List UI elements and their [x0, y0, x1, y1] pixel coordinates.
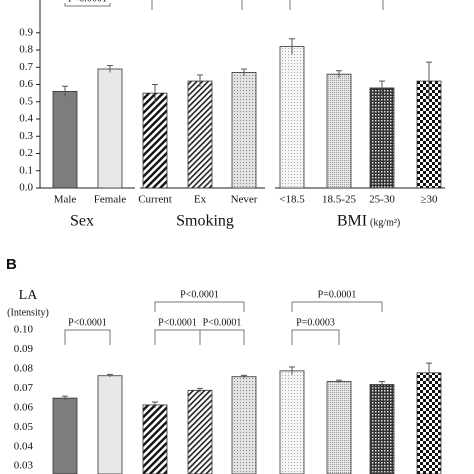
bar: [97, 375, 123, 474]
bar: [369, 384, 395, 474]
significance-bracket: [154, 301, 245, 312]
y-tick-label: 0.5: [19, 95, 33, 107]
significance-bracket: [291, 329, 340, 345]
significance-bracket: [64, 3, 111, 7]
significance-bracket: [154, 329, 201, 345]
y-tick-label: 0.8: [19, 44, 33, 56]
bar: [52, 397, 78, 474]
bar: [97, 68, 123, 189]
group-label: BMI: [337, 213, 367, 230]
p-value: P<0.0001: [180, 289, 219, 300]
bar: [279, 370, 305, 474]
significance-bracket: [291, 301, 383, 312]
p-value: P<0.0001: [203, 317, 242, 328]
y-tick-label: 0.05: [14, 421, 34, 433]
x-tick-label: ≥30: [420, 194, 438, 206]
y-tick-label: 0.4: [19, 113, 33, 125]
bar: [142, 404, 168, 474]
bar: [142, 92, 168, 189]
y-tick-label: 0.3: [19, 130, 33, 142]
x-tick-label: Never: [231, 194, 258, 206]
x-tick-label: 25-30: [369, 194, 395, 206]
y-tick-label: 0.9: [19, 26, 33, 38]
significance-bracket: [64, 329, 111, 345]
y-tick-label: 0.09: [14, 343, 34, 355]
bar: [416, 372, 442, 474]
y-axis-unit: (Intensity): [7, 307, 49, 318]
y-tick-label: 0.06: [14, 401, 34, 413]
bar: [326, 381, 352, 474]
bar: [231, 72, 257, 189]
p-value: P<0.0001: [68, 0, 107, 4]
y-tick-label: 0.07: [14, 382, 34, 394]
x-tick-label: Ex: [194, 194, 207, 206]
panel-label: B: [6, 256, 17, 273]
panel-a-cut-brackets: [151, 0, 384, 10]
y-tick-label: 0.6: [19, 78, 33, 90]
y-tick-label: 0.10: [14, 324, 34, 336]
x-tick-label: Male: [54, 194, 77, 206]
y-tick-label: 0.2: [19, 147, 33, 159]
p-value: P=0.0001: [318, 289, 357, 300]
group-unit: (kg/m²): [370, 217, 400, 228]
p-value: P=0.0003: [296, 317, 335, 328]
bar: [326, 73, 352, 189]
x-tick-label: <18.5: [279, 194, 305, 206]
bar: [231, 376, 257, 474]
bar: [369, 87, 395, 189]
y-tick-label: 0.04: [14, 440, 34, 452]
y-tick-label: 0.08: [14, 362, 34, 374]
significance-bracket: [199, 329, 245, 345]
y-tick-label: 0.0: [19, 182, 33, 194]
bar: [279, 46, 305, 189]
p-value: P<0.0001: [158, 317, 197, 328]
bar: [187, 80, 213, 189]
p-value: P<0.0001: [68, 317, 107, 328]
bar: [187, 389, 213, 474]
bar: [52, 91, 78, 189]
y-axis-label: LA: [19, 288, 39, 303]
y-tick-label: 0.1: [19, 164, 33, 176]
y-tick-label: 0.7: [19, 61, 33, 73]
group-label: Smoking: [176, 213, 234, 230]
x-tick-label: 18.5-25: [322, 194, 356, 206]
x-tick-label: Current: [138, 194, 172, 206]
x-tick-label: Female: [94, 194, 126, 206]
y-tick-label: 0.03: [14, 460, 34, 472]
group-label: Sex: [70, 213, 94, 230]
